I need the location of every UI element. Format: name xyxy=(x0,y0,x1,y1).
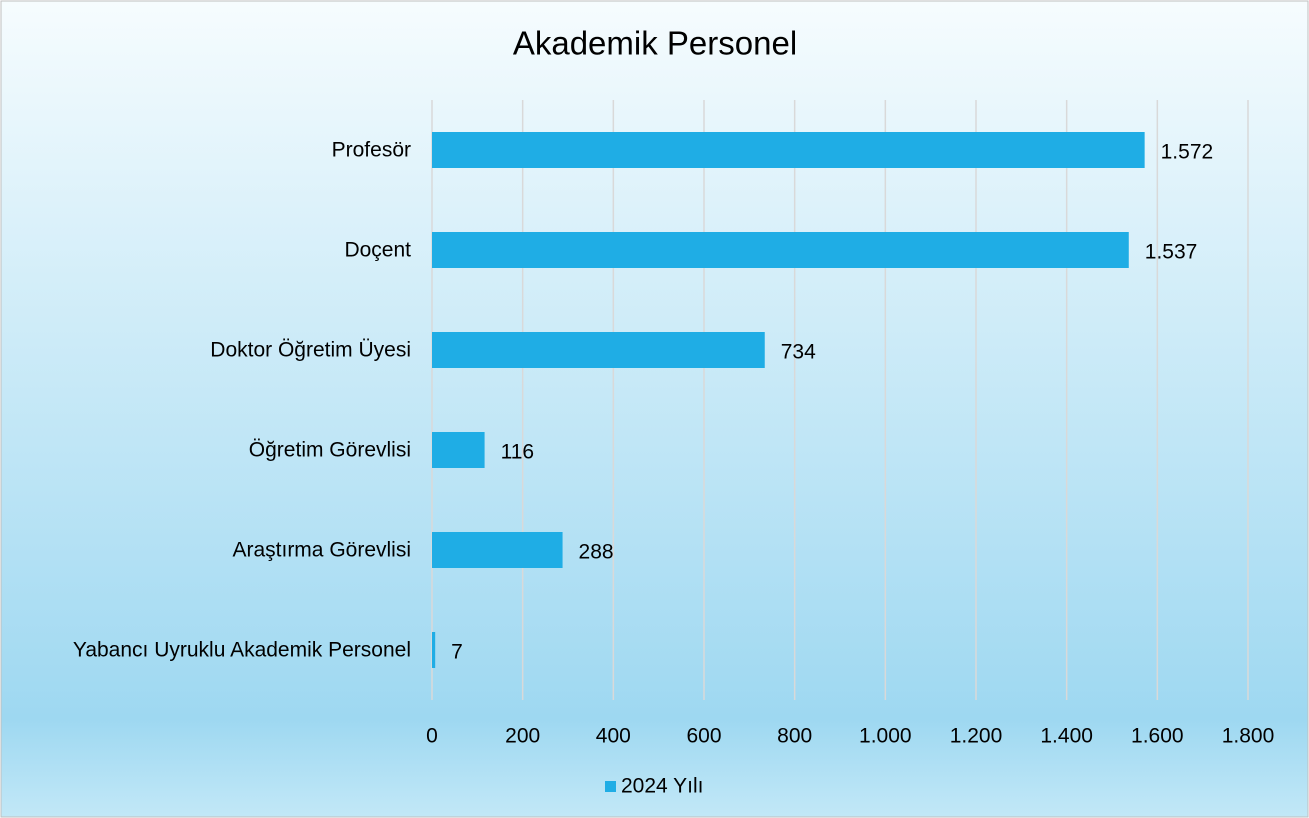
x-tick-label: 200 xyxy=(505,725,540,748)
bar xyxy=(432,332,765,368)
legend-label: 2024 Yılı xyxy=(621,775,704,798)
data-label: 1.537 xyxy=(1145,241,1198,264)
y-tick-label: Doktor Öğretim Üyesi xyxy=(210,339,411,362)
x-tick-label: 1.000 xyxy=(859,725,912,748)
legend-swatch xyxy=(605,781,616,792)
bar xyxy=(432,232,1129,268)
data-label: 1.572 xyxy=(1161,141,1214,164)
bar xyxy=(432,432,485,468)
x-tick-label: 1.200 xyxy=(950,725,1003,748)
y-tick-label: Yabancı Uyruklu Akademik Personel xyxy=(73,639,411,662)
x-tick-label: 1.400 xyxy=(1040,725,1093,748)
data-label: 734 xyxy=(781,341,816,364)
y-tick-label: Doçent xyxy=(344,239,411,262)
x-tick-label: 600 xyxy=(686,725,721,748)
x-tick-label: 800 xyxy=(777,725,812,748)
y-tick-label: Öğretim Görevlisi xyxy=(249,439,411,462)
y-tick-label: Profesör xyxy=(332,139,411,162)
x-tick-label: 400 xyxy=(596,725,631,748)
x-tick-label: 1.800 xyxy=(1222,725,1275,748)
x-tick-label: 0 xyxy=(426,725,438,748)
data-label: 7 xyxy=(451,641,463,664)
data-label: 116 xyxy=(501,441,534,464)
bar xyxy=(432,632,436,668)
bar xyxy=(432,132,1145,168)
bar xyxy=(432,532,563,568)
x-tick-label: 1.600 xyxy=(1131,725,1184,748)
data-label: 288 xyxy=(579,541,614,564)
chart-title: Akademik Personel xyxy=(513,25,797,62)
y-tick-label: Araştırma Görevlisi xyxy=(232,539,411,562)
